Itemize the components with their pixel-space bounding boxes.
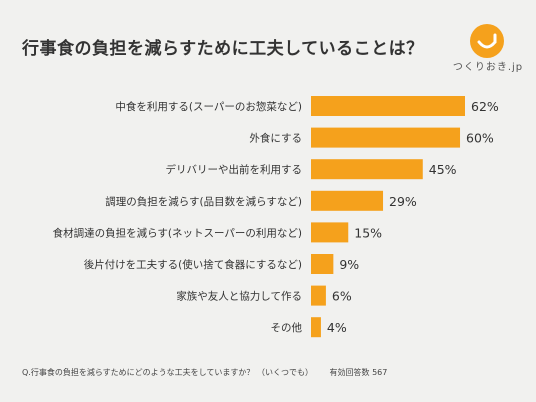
value-label: 60% bbox=[466, 131, 494, 146]
category-label: デリバリーや出前を利用する bbox=[166, 163, 303, 176]
value-label: 15% bbox=[354, 225, 382, 240]
category-label: 家族や友人と協力して作る bbox=[176, 290, 302, 303]
footer-question: Q.行事食の負担を減らすためにどのような工夫をしていますか？ （いくつでも） bbox=[22, 368, 313, 377]
category-label: 調理の負担を減らす(品目数を減らすなど) bbox=[105, 195, 302, 208]
bar bbox=[311, 96, 465, 116]
bar bbox=[311, 254, 334, 274]
bar bbox=[311, 159, 423, 180]
bar bbox=[311, 127, 461, 148]
category-label: 後片付けを工夫する(使い捨て食器にするなど) bbox=[84, 258, 302, 271]
footer-sample-size: 有効回答数 567 bbox=[329, 368, 388, 377]
value-label: 29% bbox=[389, 194, 417, 209]
bar bbox=[311, 190, 384, 211]
value-label: 9% bbox=[339, 257, 359, 272]
bar bbox=[311, 285, 326, 306]
value-label: 4% bbox=[327, 320, 347, 335]
category-label: その他 bbox=[271, 321, 303, 334]
bar bbox=[311, 317, 321, 338]
smile-logo-svg bbox=[477, 33, 497, 49]
category-label: 食材調達の負担を減らす(ネットスーパーの利用など) bbox=[53, 226, 302, 239]
value-label: 6% bbox=[332, 289, 352, 304]
category-label: 中食を利用する(スーパーのお惣菜など) bbox=[115, 100, 302, 113]
logo: つくりおき.jp bbox=[448, 18, 528, 74]
page-title: 行事食の負担を減らすために工夫していることは？ bbox=[22, 39, 424, 59]
value-label: 45% bbox=[429, 162, 457, 177]
value-label: 62% bbox=[471, 99, 499, 114]
smile-logo-icon bbox=[470, 24, 504, 58]
logo-text: つくりおき.jp bbox=[452, 62, 524, 73]
bar bbox=[311, 222, 349, 243]
category-label: 外食にする bbox=[249, 132, 302, 145]
footer-note: Q.行事食の負担を減らすためにどのような工夫をしていますか？ （いくつでも） 有… bbox=[22, 367, 401, 378]
